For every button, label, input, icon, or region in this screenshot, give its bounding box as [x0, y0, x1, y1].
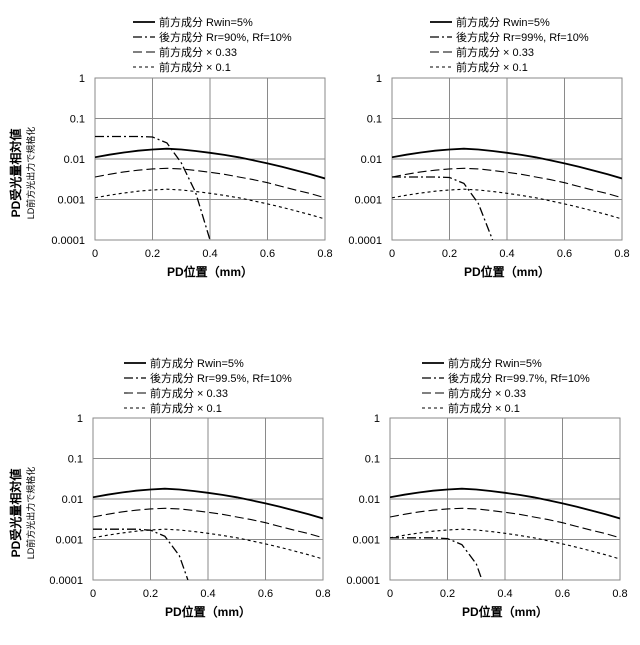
y-tick-label: 0.0001: [49, 575, 83, 587]
legend-label: 後方成分 Rr=99%, Rf=10%: [456, 30, 589, 44]
y-tick-label: 0.01: [62, 494, 83, 506]
legend-label: 前方成分 Rwin=5%: [448, 356, 542, 370]
legend-label: 前方成分 × 0.33: [456, 45, 534, 59]
y-axis-sublabel: LD前方光出力で規格化: [25, 127, 36, 220]
chart-panel-4: 0.0001 0.001 0.01 0.1 1 0 0.2 0.4 0.6 0.8 前方成分 Rwi…: [346, 356, 627, 619]
x-tick-label: 0.2: [440, 588, 455, 600]
y-tick-label: 0.001: [55, 535, 83, 547]
y-tick-label: 0.01: [361, 154, 382, 166]
y-tick-label: 0.001: [352, 535, 380, 547]
x-tick-label: 0.2: [442, 248, 457, 260]
chart-grid-svg: 0.0001 0.001 0.01 0.1 1 0 0.2 0.4 0.6 0.8 前方成分 Rwi…: [0, 0, 640, 640]
y-tick-label: 0.0001: [346, 575, 380, 587]
y-tick-label: 0.1: [367, 114, 382, 126]
y-tick-label: 0.0001: [51, 235, 85, 247]
legend-label: 後方成分 Rr=99.7%, Rf=10%: [448, 371, 590, 385]
legend-label: 前方成分 Rwin=5%: [159, 15, 253, 29]
y-axis-label: PD受光量相対値: [8, 469, 23, 558]
y-tick-label: 0.01: [359, 494, 380, 506]
y-tick-label: 1: [79, 73, 85, 85]
legend-label: 前方成分 × 0.1: [456, 60, 528, 74]
legend-label: 前方成分 × 0.1: [448, 401, 520, 415]
y-axis-label: PD受光量相対値: [8, 129, 23, 218]
x-axis-label: PD位置（mm）: [464, 264, 550, 279]
y-tick-label: 0.01: [64, 154, 85, 166]
legend-label: 前方成分 × 0.1: [150, 401, 222, 415]
x-tick-label: 0.8: [317, 248, 332, 260]
y-tick-label: 0.001: [354, 195, 382, 207]
x-tick-label: 0.8: [315, 588, 330, 600]
x-tick-label: 0.6: [555, 588, 570, 600]
x-axis-label: PD位置（mm）: [165, 604, 251, 619]
chart-figure: 0.0001 0.001 0.01 0.1 1 0 0.2 0.4 0.6 0.8 前方成分 Rwi…: [0, 0, 640, 640]
y-tick-label: 0.1: [68, 454, 83, 466]
x-tick-label: 0.6: [260, 248, 275, 260]
legend-label: 前方成分 × 0.33: [159, 45, 237, 59]
x-tick-label: 0.4: [200, 588, 215, 600]
x-tick-label: 0.4: [202, 248, 217, 260]
chart-panel-1: 0.0001 0.001 0.01 0.1 1 0 0.2 0.4 0.6 0.8 前方成分 Rwi…: [8, 15, 333, 279]
legend-label: 前方成分 × 0.33: [150, 386, 228, 400]
x-axis-label: PD位置（mm）: [167, 264, 253, 279]
x-tick-label: 0.4: [499, 248, 514, 260]
x-tick-label: 0.8: [614, 248, 629, 260]
y-tick-label: 1: [374, 413, 380, 425]
x-tick-label: 0: [389, 248, 395, 260]
x-axis-label: PD位置（mm）: [462, 604, 548, 619]
y-tick-label: 0.1: [70, 114, 85, 126]
y-tick-label: 1: [376, 73, 382, 85]
chart-panel-2: 0.0001 0.001 0.01 0.1 1 0 0.2 0.4 0.6 0.8 前方成分 Rwi…: [348, 15, 629, 279]
y-tick-label: 0.1: [365, 454, 380, 466]
x-tick-label: 0: [90, 588, 96, 600]
x-tick-label: 0.6: [258, 588, 273, 600]
y-tick-label: 0.0001: [348, 235, 382, 247]
x-tick-label: 0.6: [557, 248, 572, 260]
y-axis-sublabel: LD前方光出力で規格化: [25, 467, 36, 560]
x-tick-label: 0.8: [612, 588, 627, 600]
x-tick-label: 0.2: [145, 248, 160, 260]
legend-label: 前方成分 × 0.1: [159, 60, 231, 74]
legend-label: 前方成分 Rwin=5%: [456, 15, 550, 29]
y-tick-label: 0.001: [57, 195, 85, 207]
chart-panel-3: 0.0001 0.001 0.01 0.1 1 0 0.2 0.4 0.6 0.8 前方成分 Rwi…: [8, 356, 331, 619]
legend-label: 前方成分 Rwin=5%: [150, 356, 244, 370]
legend-label: 後方成分 Rr=99.5%, Rf=10%: [150, 371, 292, 385]
x-tick-label: 0.2: [143, 588, 158, 600]
y-tick-label: 1: [77, 413, 83, 425]
legend-label: 前方成分 × 0.33: [448, 386, 526, 400]
legend-label: 後方成分 Rr=90%, Rf=10%: [159, 30, 292, 44]
x-tick-label: 0.4: [497, 588, 512, 600]
x-tick-label: 0: [92, 248, 98, 260]
x-tick-label: 0: [387, 588, 393, 600]
